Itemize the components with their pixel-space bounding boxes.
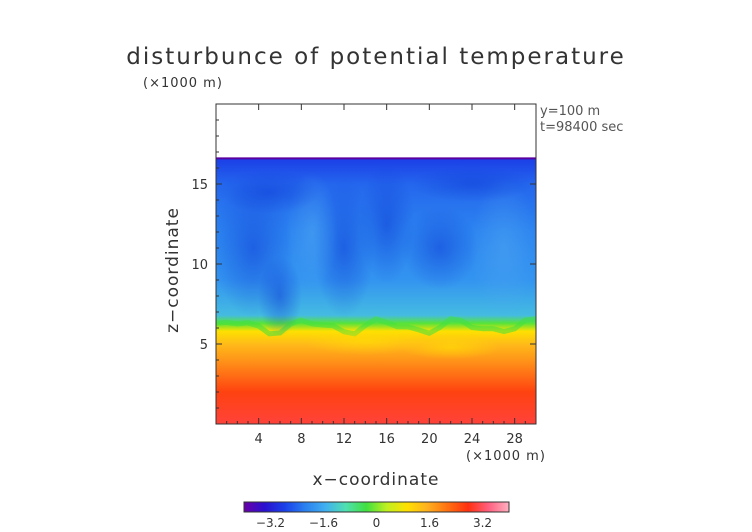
x-tick-label: 24	[464, 432, 481, 447]
eddy-feature	[402, 206, 478, 290]
x-axis-label: x−coordinate	[312, 470, 440, 490]
chart-title: disturbunce of potential temperature	[126, 44, 626, 70]
colorbar	[243, 501, 510, 513]
y-tick-label: 10	[191, 258, 208, 273]
x-tick-label: 28	[506, 432, 523, 447]
eddy-feature	[412, 166, 532, 202]
y-tick-label: 15	[191, 178, 208, 193]
x-tick-label: 20	[421, 432, 438, 447]
x-tick-label: 12	[336, 432, 353, 447]
y-tick-label: 5	[200, 338, 208, 353]
annotation-time: t=98400 sec	[540, 120, 624, 135]
colorbar-tick-label: 3.2	[473, 516, 492, 530]
colorbar-tick-label: 0	[373, 516, 381, 530]
colorbar-tick-label: −1.6	[309, 516, 338, 530]
eddy-feature	[400, 335, 501, 360]
x-tick-label: 8	[297, 432, 305, 447]
inversion-interface	[216, 316, 536, 337]
eddy-feature	[258, 256, 302, 336]
x-tick-label: 4	[255, 432, 263, 447]
eddy-feature	[219, 170, 320, 214]
y-unit-label: (×1000 m)	[143, 76, 223, 91]
eddy-feature	[305, 326, 426, 355]
eddy-feature	[470, 178, 536, 318]
colorbar-tick-label: −3.2	[256, 516, 285, 530]
x-unit-label: (×1000 m)	[466, 449, 546, 464]
eddy-feature	[358, 164, 415, 284]
x-tick-label: 16	[378, 432, 395, 447]
annotation-y: y=100 m	[540, 104, 601, 119]
colorbar-tick-label: 1.6	[420, 516, 439, 530]
